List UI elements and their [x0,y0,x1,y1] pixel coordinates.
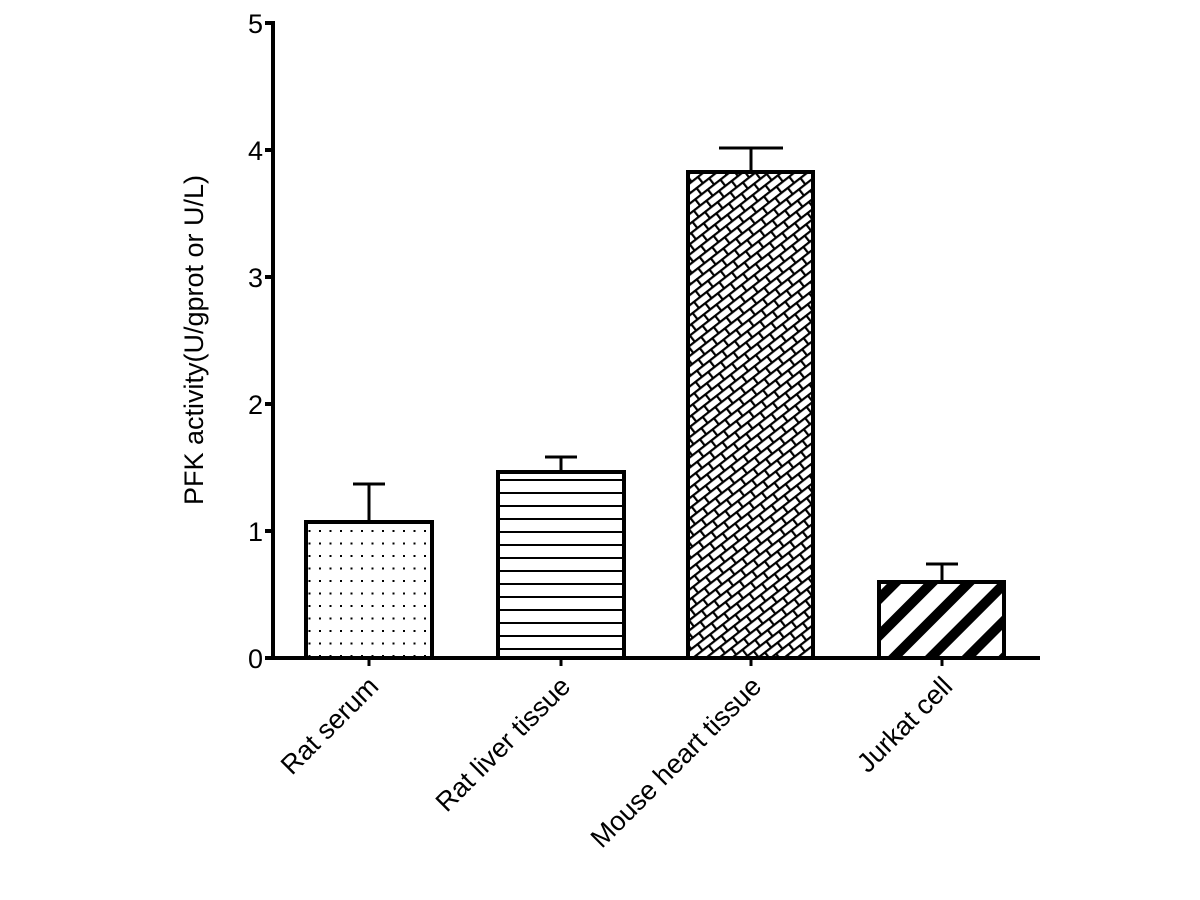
y-tick-label: 0 [248,644,263,674]
y-tick-label: 4 [248,136,263,166]
x-category-label: Rat serum [275,671,384,780]
bar-rat-liver-tissue [496,455,626,660]
x-category-label: Mouse heart tissue [585,671,768,854]
y-axis-title: PFK activity(U/gprot or U/L) [179,175,209,505]
y-tick-label: 1 [248,517,263,547]
x-axis [271,656,1040,666]
y-tick-label: 5 [248,9,263,39]
y-axis: 5 4 3 2 1 0 [248,9,275,674]
bar-mouse-heart-tissue [686,146,815,660]
bar-rat-serum [304,482,434,660]
y-tick-label: 3 [248,263,263,293]
bar-jurkat-cell [877,562,1006,660]
x-category-label: Jurkat cell [851,671,958,778]
y-tick-label: 2 [248,390,263,420]
x-category-label: Rat liver tissue [430,671,576,817]
